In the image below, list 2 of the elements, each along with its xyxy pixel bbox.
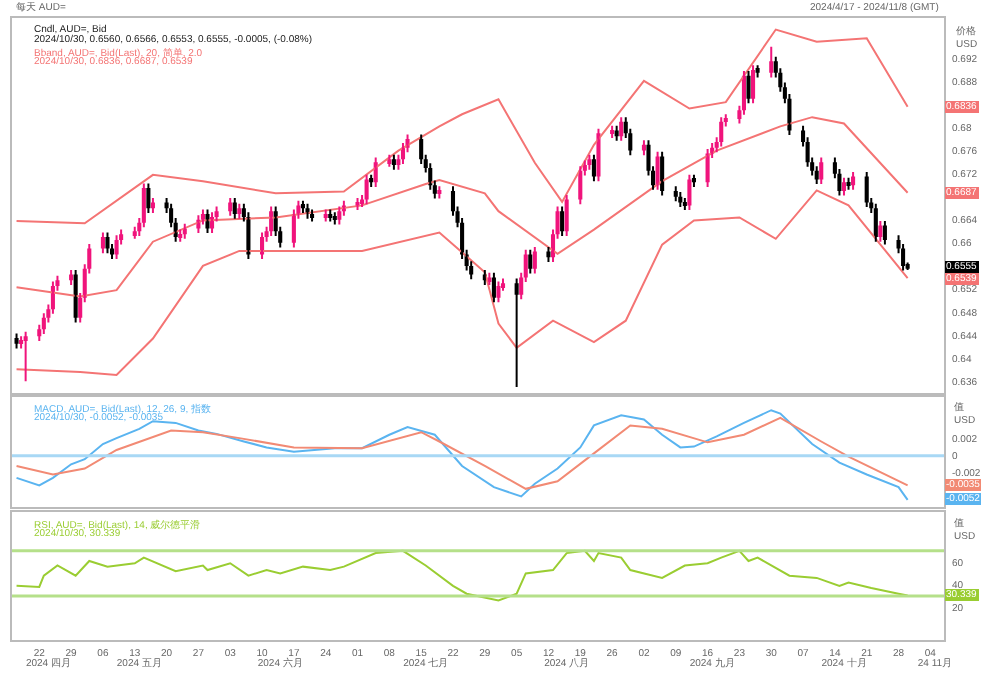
line-series — [15, 189, 909, 376]
line-series — [15, 416, 909, 490]
